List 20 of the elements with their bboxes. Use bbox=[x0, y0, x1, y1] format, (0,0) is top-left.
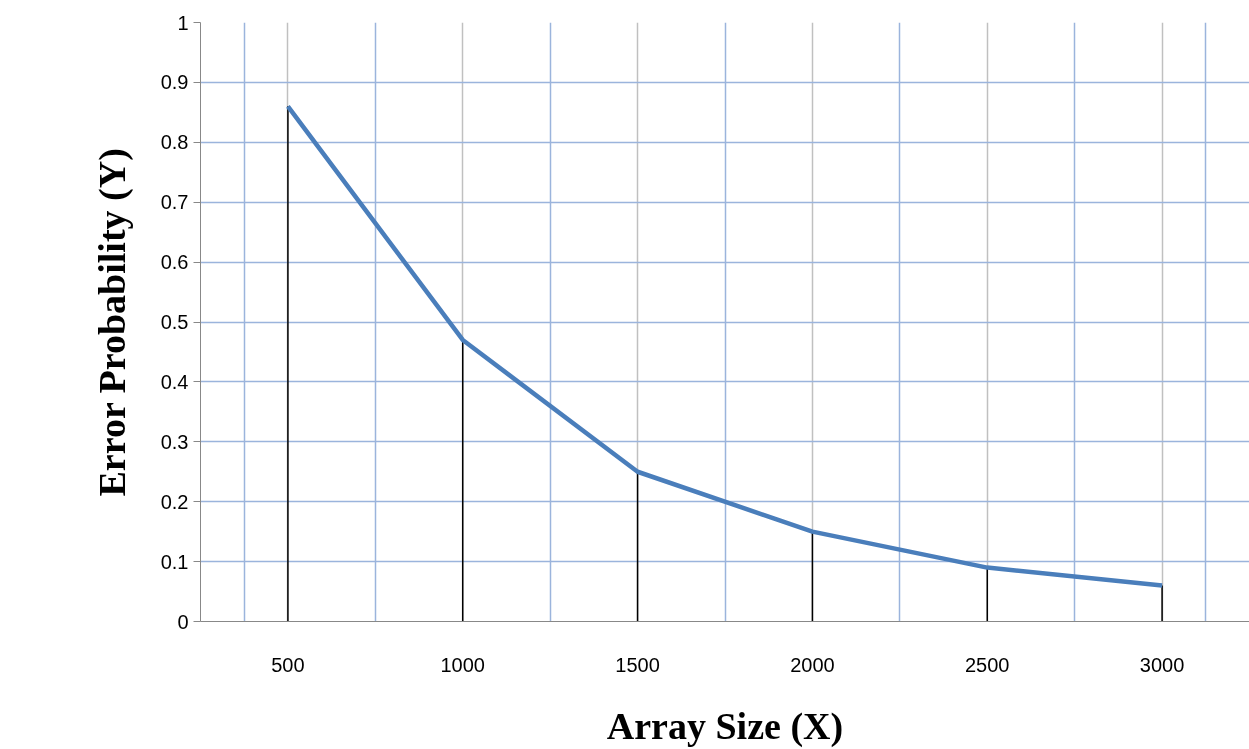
y-tick-label: 0.3 bbox=[160, 430, 189, 453]
x-tick-label: 1000 bbox=[440, 653, 485, 676]
y-tick-label: 0.5 bbox=[160, 311, 189, 333]
y-tick-label: 0.9 bbox=[160, 71, 189, 94]
x-tick-label: 2000 bbox=[790, 653, 835, 676]
x-tick-label: 500 bbox=[271, 653, 305, 676]
x-tick-label: 1500 bbox=[615, 653, 660, 676]
x-axis-title: Array Size (X) bbox=[606, 704, 844, 748]
line-series bbox=[285, 104, 1165, 588]
x-tick-label: 3000 bbox=[1139, 653, 1185, 676]
y-tick-label: 0.6 bbox=[160, 251, 189, 274]
y-tick-label: 0 bbox=[177, 610, 189, 633]
y-tick-label: 0.7 bbox=[160, 191, 189, 214]
x-tick-label: 2500 bbox=[965, 653, 1010, 676]
y-tick-label: 1 bbox=[177, 11, 189, 34]
y-tick-label: 0.1 bbox=[160, 550, 189, 573]
y-tick-label: 0.4 bbox=[160, 370, 189, 393]
y-tick-label: 0.2 bbox=[160, 490, 189, 513]
y-tick-label: 0.8 bbox=[160, 131, 189, 154]
y-axis-title: Error Probability (Y) bbox=[90, 148, 134, 497]
